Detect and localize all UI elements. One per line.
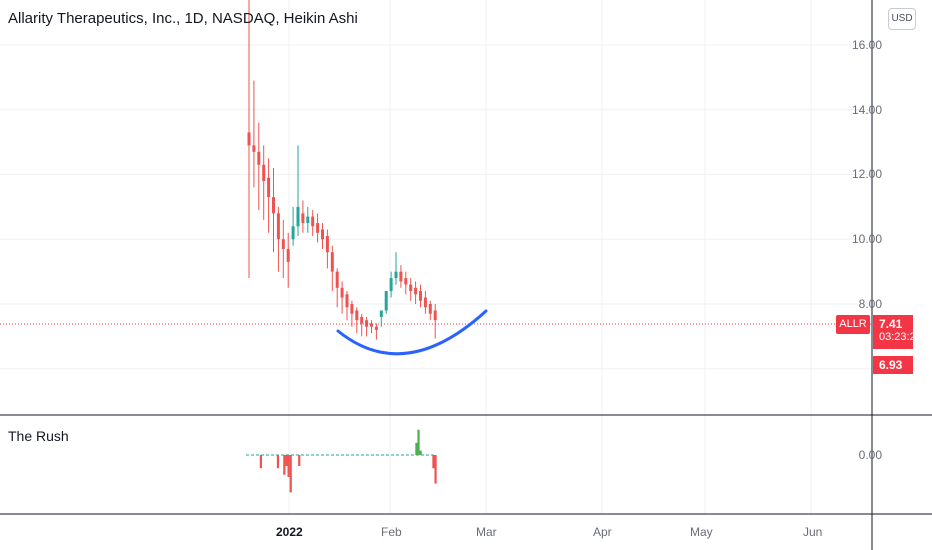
price-tick-label: 16.00 — [851, 38, 882, 52]
candle-body — [374, 326, 378, 330]
candle-body — [325, 236, 329, 253]
rush-bar — [434, 455, 437, 484]
time-tick-label: 2022 — [276, 525, 303, 539]
candle-body — [340, 287, 344, 298]
rush-bar — [283, 455, 286, 475]
indicator-scale-label: 0.00 — [858, 448, 882, 462]
candle-body — [316, 223, 320, 233]
rush-bar — [415, 442, 418, 455]
candle-body — [301, 213, 305, 224]
candle-body — [286, 248, 290, 262]
rush-bar — [259, 455, 263, 469]
candle-body — [423, 297, 427, 308]
candle-body — [267, 177, 271, 198]
candle-body — [389, 278, 393, 292]
candle-body — [335, 271, 339, 288]
candle-body — [262, 164, 266, 181]
candle-body — [384, 291, 388, 311]
candle-body — [365, 320, 369, 327]
rush-bar — [287, 455, 290, 477]
candle-body — [394, 271, 398, 279]
candle-body — [399, 271, 403, 282]
candlestick-series — [247, 0, 437, 340]
candle-body — [306, 216, 310, 224]
cup-pattern-drawing[interactable] — [336, 309, 488, 356]
price-tick-label: 12.00 — [851, 167, 882, 181]
rush-bar — [432, 455, 435, 469]
candle-body — [428, 304, 432, 314]
candle-body — [321, 229, 324, 240]
grid-lines — [0, 0, 872, 514]
candle-body — [311, 216, 315, 227]
time-tick-label: Feb — [381, 525, 402, 539]
candle-body — [419, 291, 422, 301]
price-tick-label: 10.00 — [851, 232, 882, 246]
last-price-value: 7.41 — [879, 317, 903, 331]
rush-bar — [289, 455, 292, 493]
price-tick-label: 8.00 — [858, 297, 882, 311]
candle-body — [404, 278, 408, 285]
candle-body — [252, 145, 256, 152]
candle-body — [345, 294, 349, 308]
rush-bar — [298, 455, 301, 466]
rush-bar — [285, 455, 288, 466]
last-price-box: 7.41 03:23:20 — [873, 315, 922, 349]
bar-countdown: 03:23:20 — [879, 331, 922, 343]
candle-body — [330, 252, 334, 272]
time-tick-label: May — [690, 525, 713, 539]
candle-body — [360, 316, 364, 324]
price-tick-label: 14.00 — [851, 103, 882, 117]
candle-body — [272, 197, 275, 214]
candle-body — [414, 287, 418, 295]
candle-body — [350, 304, 354, 314]
candle-body — [379, 310, 383, 317]
candle-body — [247, 132, 251, 146]
candle-body — [276, 213, 280, 240]
candle-body — [257, 151, 261, 165]
time-tick-label: Jun — [803, 525, 823, 539]
the-rush-histogram — [246, 429, 437, 493]
rush-bar — [417, 429, 420, 455]
candle-body — [281, 239, 285, 249]
rush-bar — [276, 455, 280, 469]
candle-body — [409, 284, 413, 292]
candle-body — [355, 310, 359, 321]
candle-body — [433, 310, 437, 321]
chart-title: Allarity Therapeutics, Inc., 1D, NASDAQ,… — [8, 10, 358, 27]
time-tick-label: Mar — [476, 525, 497, 539]
candle-body — [291, 226, 295, 240]
low-price-box: 6.93 — [873, 356, 913, 374]
candle-body — [370, 323, 373, 327]
rush-bar — [419, 450, 422, 455]
ticker-tag: ALLR — [836, 315, 870, 334]
indicator-name: The Rush — [8, 428, 69, 444]
candle-body — [296, 206, 300, 227]
currency-button[interactable]: USD — [888, 8, 916, 30]
time-tick-label: Apr — [593, 525, 612, 539]
